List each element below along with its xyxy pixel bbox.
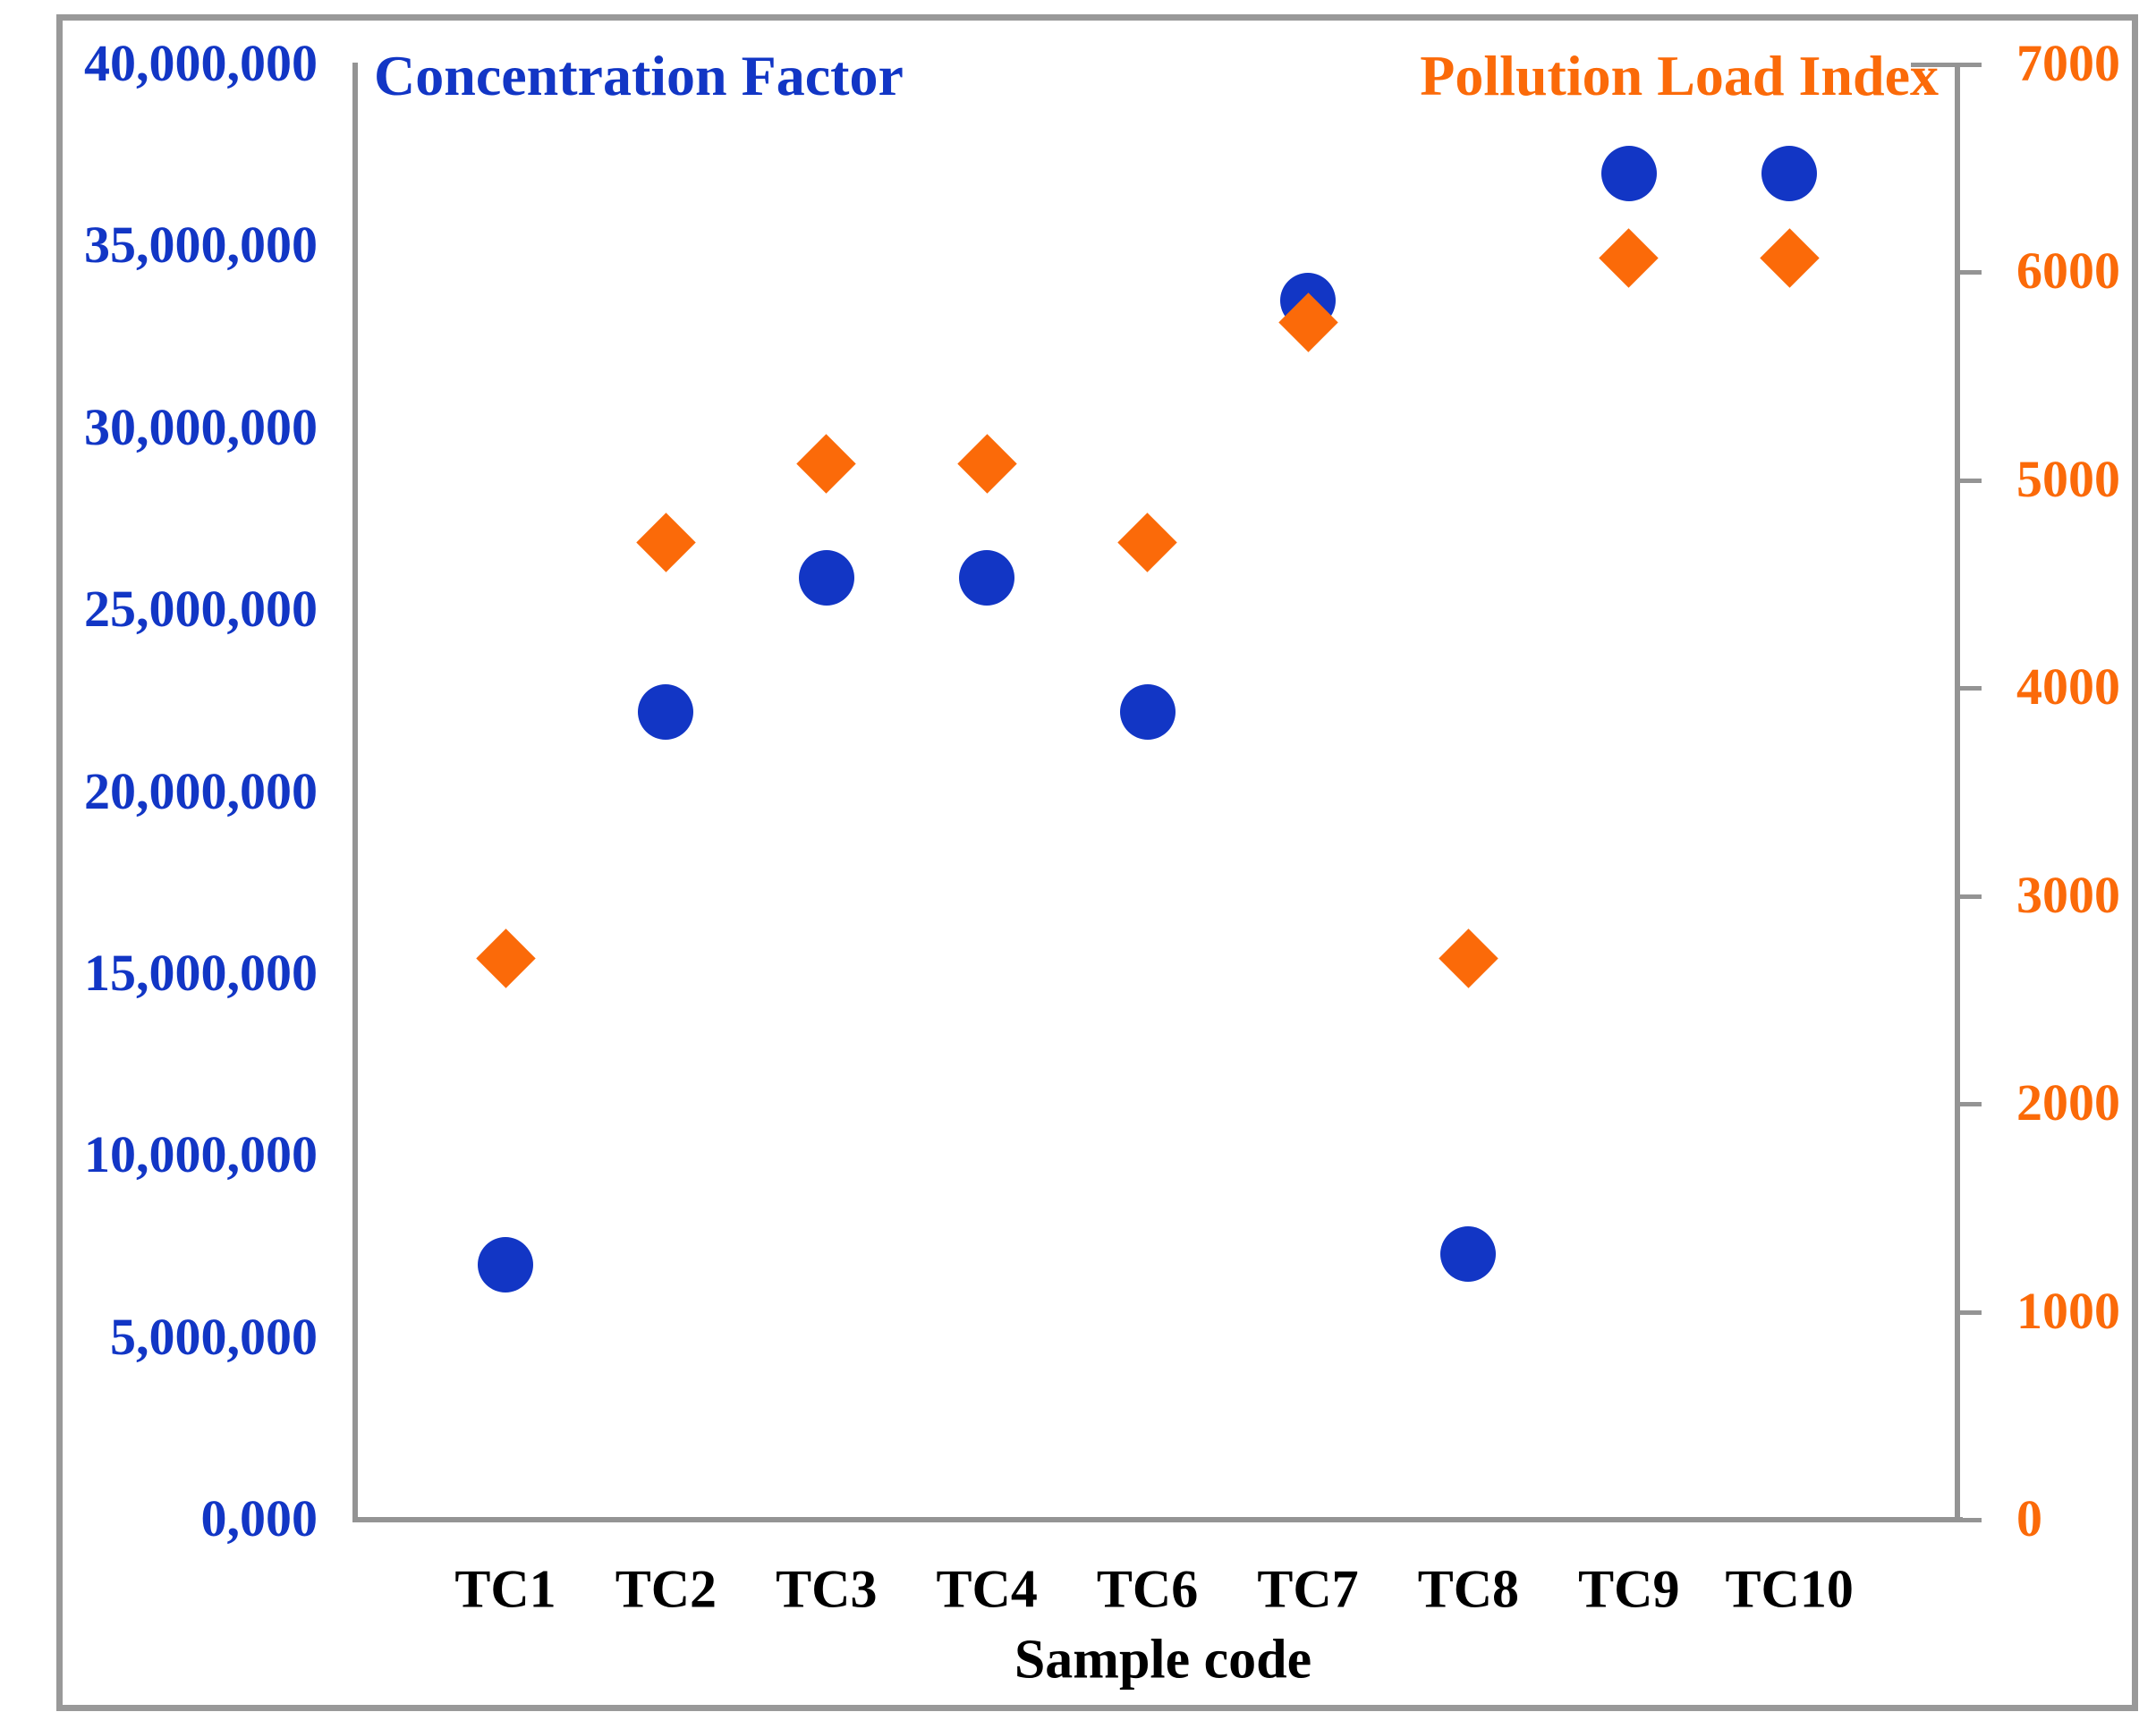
x-axis-category-label-TC2: TC2 — [615, 1559, 717, 1619]
right-axis-tick-mark — [1960, 270, 1982, 275]
right-axis-tick-mark — [1960, 1518, 1982, 1522]
left-axis-tick-label: 30,000,000 — [84, 397, 318, 456]
left-axis-tick-label: 15,000,000 — [84, 944, 318, 1003]
x-axis-title: Sample code — [1014, 1629, 1312, 1691]
data-point-circle-TC10 — [1761, 146, 1818, 202]
right-axis-tick-label: 7000 — [2016, 34, 2120, 93]
x-axis-category-label-TC3: TC3 — [776, 1559, 878, 1619]
left-axis-tick-label: 20,000,000 — [84, 761, 318, 820]
data-point-circle-TC8 — [1440, 1226, 1497, 1283]
right-axis-tick-label: 6000 — [2016, 242, 2120, 301]
right-axis-tick-label: 1000 — [2016, 1281, 2120, 1340]
x-axis-category-label-TC7: TC7 — [1257, 1559, 1359, 1619]
data-point-circle-TC4 — [959, 549, 1015, 606]
x-axis-category-label-TC4: TC4 — [936, 1559, 1038, 1619]
data-point-circle-TC3 — [798, 549, 854, 606]
left-axis-tick-label: 40,000,000 — [84, 34, 318, 93]
left-axis-title: Concentration Factor — [374, 44, 904, 107]
right-axis-top-cap — [1911, 63, 1957, 67]
right-axis-tick-label: 2000 — [2016, 1073, 2120, 1132]
left-axis-line — [352, 63, 358, 1522]
right-axis-tick-mark — [1960, 1102, 1982, 1107]
left-axis-tick-label: 0,000 — [200, 1489, 318, 1548]
right-axis-tick-mark — [1960, 63, 1982, 67]
figure-border — [56, 14, 2138, 1711]
right-axis-tick-label: 3000 — [2016, 865, 2120, 924]
right-axis-tick-mark — [1960, 686, 1982, 691]
x-axis-category-label-TC1: TC1 — [454, 1559, 556, 1619]
x-axis-category-label-TC9: TC9 — [1578, 1559, 1680, 1619]
right-axis-tick-mark — [1960, 478, 1982, 483]
right-axis-title: Pollution Load Index — [1420, 44, 1939, 107]
left-axis-tick-label: 5,000,000 — [110, 1307, 318, 1366]
data-point-circle-TC9 — [1600, 146, 1657, 202]
right-axis-tick-label: 4000 — [2016, 657, 2120, 716]
right-axis-tick-label: 5000 — [2016, 450, 2120, 509]
left-axis-tick-label: 35,000,000 — [84, 216, 318, 275]
left-axis-tick-label: 10,000,000 — [84, 1125, 318, 1184]
x-axis-line — [352, 1517, 1963, 1522]
data-point-circle-TC2 — [638, 684, 694, 740]
x-axis-category-label-TC8: TC8 — [1417, 1559, 1520, 1619]
x-axis-category-label-TC6: TC6 — [1096, 1559, 1199, 1619]
right-axis-tick-mark — [1960, 1309, 1982, 1315]
right-axis-tick-label: 0 — [2016, 1489, 2042, 1548]
right-axis-line — [1955, 63, 1960, 1522]
left-axis-tick-label: 25,000,000 — [84, 580, 318, 639]
right-axis-tick-mark — [1960, 894, 1982, 899]
data-point-circle-TC6 — [1119, 684, 1176, 740]
data-point-circle-TC1 — [478, 1237, 533, 1293]
x-axis-category-label-TC10: TC10 — [1725, 1559, 1854, 1619]
